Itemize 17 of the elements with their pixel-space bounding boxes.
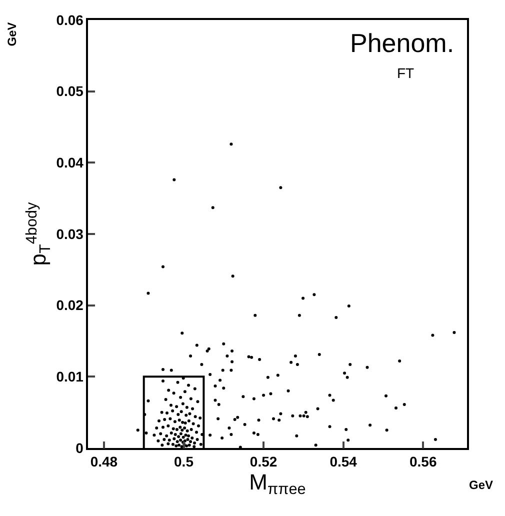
x-tick-label: 0.56 [409, 454, 437, 470]
x-tick-label: 0.54 [330, 454, 358, 470]
x-tick-label: 0.5 [174, 454, 194, 470]
annotation: FT [397, 65, 415, 81]
y-tick-label: 0.01 [56, 368, 84, 385]
x-tick-label: 0.48 [90, 454, 118, 470]
y-tick-label: 0.04 [56, 154, 84, 171]
y-tick-label: 0.02 [56, 297, 84, 314]
y-tick-label: 0 [76, 440, 84, 456]
text: GeV [469, 478, 494, 492]
y-tick-label: 0.06 [56, 12, 84, 28]
x-tick-label: 0.52 [250, 454, 278, 470]
text: GeV [5, 22, 20, 46]
y-tick-label: 0.05 [56, 83, 84, 100]
x-axis-title: M$_{ππee}$ [249, 470, 306, 498]
y-tick-label: 0.03 [56, 226, 84, 242]
annotation: Phenom. [350, 28, 454, 58]
